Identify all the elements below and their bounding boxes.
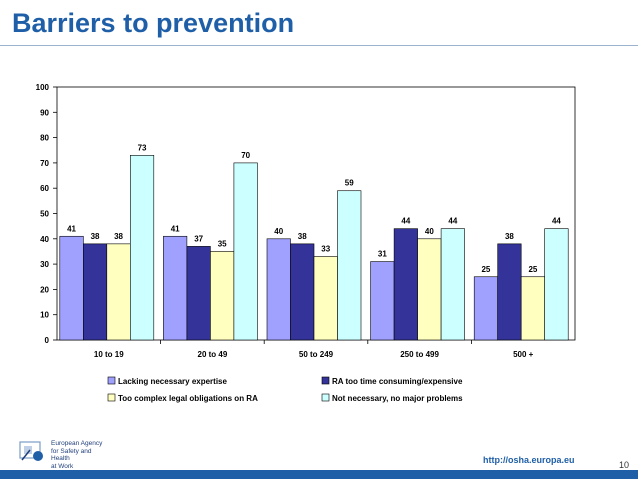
- bar: [337, 190, 362, 341]
- legend-label: RA too time consuming/expensive: [332, 377, 463, 386]
- data-label: 59: [345, 179, 354, 188]
- y-tick-label: 0: [45, 336, 50, 345]
- data-label: 73: [138, 143, 147, 152]
- data-label: 41: [67, 224, 76, 233]
- bar: [266, 238, 291, 341]
- data-label: 37: [194, 234, 203, 243]
- bar: [130, 155, 155, 341]
- bar: [370, 261, 395, 341]
- bar: [497, 243, 522, 341]
- x-category-label: 50 to 249: [299, 350, 334, 359]
- x-category-label: 250 to 499: [400, 350, 439, 359]
- y-tick-label: 50: [40, 210, 49, 219]
- y-tick-label: 100: [36, 83, 50, 92]
- legend-swatch: [321, 376, 330, 385]
- data-label: 25: [481, 265, 490, 274]
- footer-bar: [0, 470, 638, 479]
- data-label: 25: [528, 265, 537, 274]
- bar: [520, 276, 546, 341]
- bar: [59, 235, 84, 341]
- y-tick-label: 40: [40, 235, 49, 244]
- bar: [210, 251, 235, 341]
- x-category-label: 500 +: [513, 350, 534, 359]
- agency-line: for Safety and Health: [51, 447, 92, 463]
- y-tick-label: 20: [40, 285, 49, 294]
- bar: [473, 276, 499, 341]
- y-tick-label: 70: [40, 159, 49, 168]
- y-tick-label: 30: [40, 260, 49, 269]
- agency-line: at Work: [51, 462, 74, 470]
- data-label: 44: [401, 217, 410, 226]
- y-tick-label: 90: [40, 108, 49, 117]
- bar: [417, 238, 442, 341]
- bar: [313, 256, 338, 341]
- data-label: 44: [552, 217, 561, 226]
- x-category-label: 20 to 49: [198, 350, 228, 359]
- bar: [106, 243, 131, 341]
- data-label: 33: [321, 245, 330, 254]
- legend-swatch: [321, 393, 330, 402]
- bar: [393, 228, 418, 341]
- bar: [233, 162, 258, 341]
- data-label: 38: [505, 232, 514, 241]
- bar: [544, 228, 569, 341]
- page-number: 10: [619, 460, 630, 470]
- agency-line: European Agency: [51, 440, 103, 447]
- legend-swatch: [107, 393, 116, 402]
- data-label: 38: [298, 232, 307, 241]
- bar: [163, 235, 188, 341]
- data-label: 70: [241, 151, 250, 160]
- bar: [440, 228, 465, 341]
- bar: [83, 243, 108, 341]
- agency-name: European Agency for Safety and Health at…: [51, 440, 111, 470]
- legend-label: Too complex legal obligations on RA: [118, 394, 258, 403]
- legend-swatch: [107, 376, 116, 385]
- y-tick-label: 10: [40, 311, 49, 320]
- eu-osha-logo-icon: [19, 441, 43, 461]
- title-divider: [0, 45, 638, 46]
- data-label: 38: [114, 232, 123, 241]
- data-label: 40: [425, 227, 434, 236]
- data-label: 35: [218, 239, 227, 248]
- agency-url-link[interactable]: http://osha.europa.eu: [483, 455, 575, 465]
- data-label: 41: [171, 224, 180, 233]
- bar: [290, 243, 315, 341]
- legend-label: Not necessary, no major problems: [332, 394, 463, 403]
- slide-title: Barriers to prevention: [12, 8, 295, 38]
- x-category-label: 10 to 19: [94, 350, 124, 359]
- legend-label: Lacking necessary expertise: [118, 377, 228, 386]
- y-tick-label: 60: [40, 184, 49, 193]
- data-label: 38: [91, 232, 100, 241]
- data-label: 31: [378, 250, 387, 259]
- bar: [186, 246, 211, 341]
- data-label: 44: [448, 217, 457, 226]
- y-tick-label: 80: [40, 134, 49, 143]
- data-label: 40: [274, 227, 283, 236]
